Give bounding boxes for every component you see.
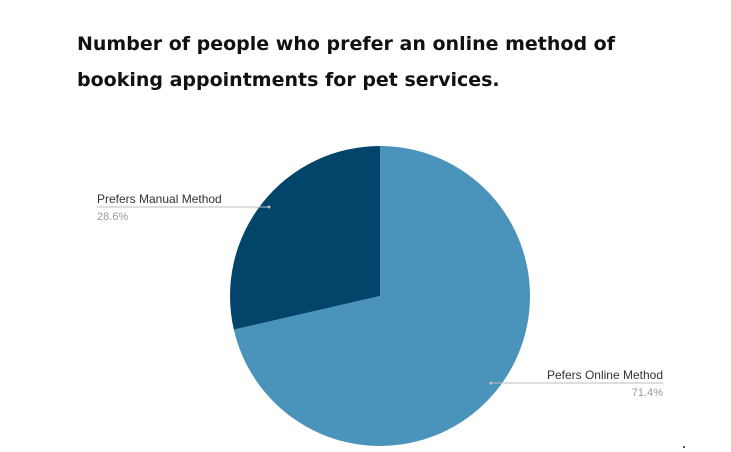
pie-slices (229, 146, 530, 446)
callout-dot-online (489, 381, 493, 385)
slice-value-manual: 28.6% (97, 211, 128, 223)
chart-title: Number of people who prefer an online me… (77, 26, 677, 98)
callout-dot-manual (267, 205, 271, 209)
slice-label-online: Pefers Online Method (547, 368, 663, 382)
slice-value-online: 71.4% (632, 387, 663, 399)
chart-title-line-2: booking appointments for pet services. (77, 69, 500, 91)
chart-title-line-1: Number of people who prefer an online me… (77, 33, 616, 55)
slice-label-manual: Prefers Manual Method (97, 192, 222, 206)
pie-slice-online (233, 146, 530, 446)
stray-dot (683, 446, 685, 448)
pie-slice-manual (229, 146, 380, 330)
